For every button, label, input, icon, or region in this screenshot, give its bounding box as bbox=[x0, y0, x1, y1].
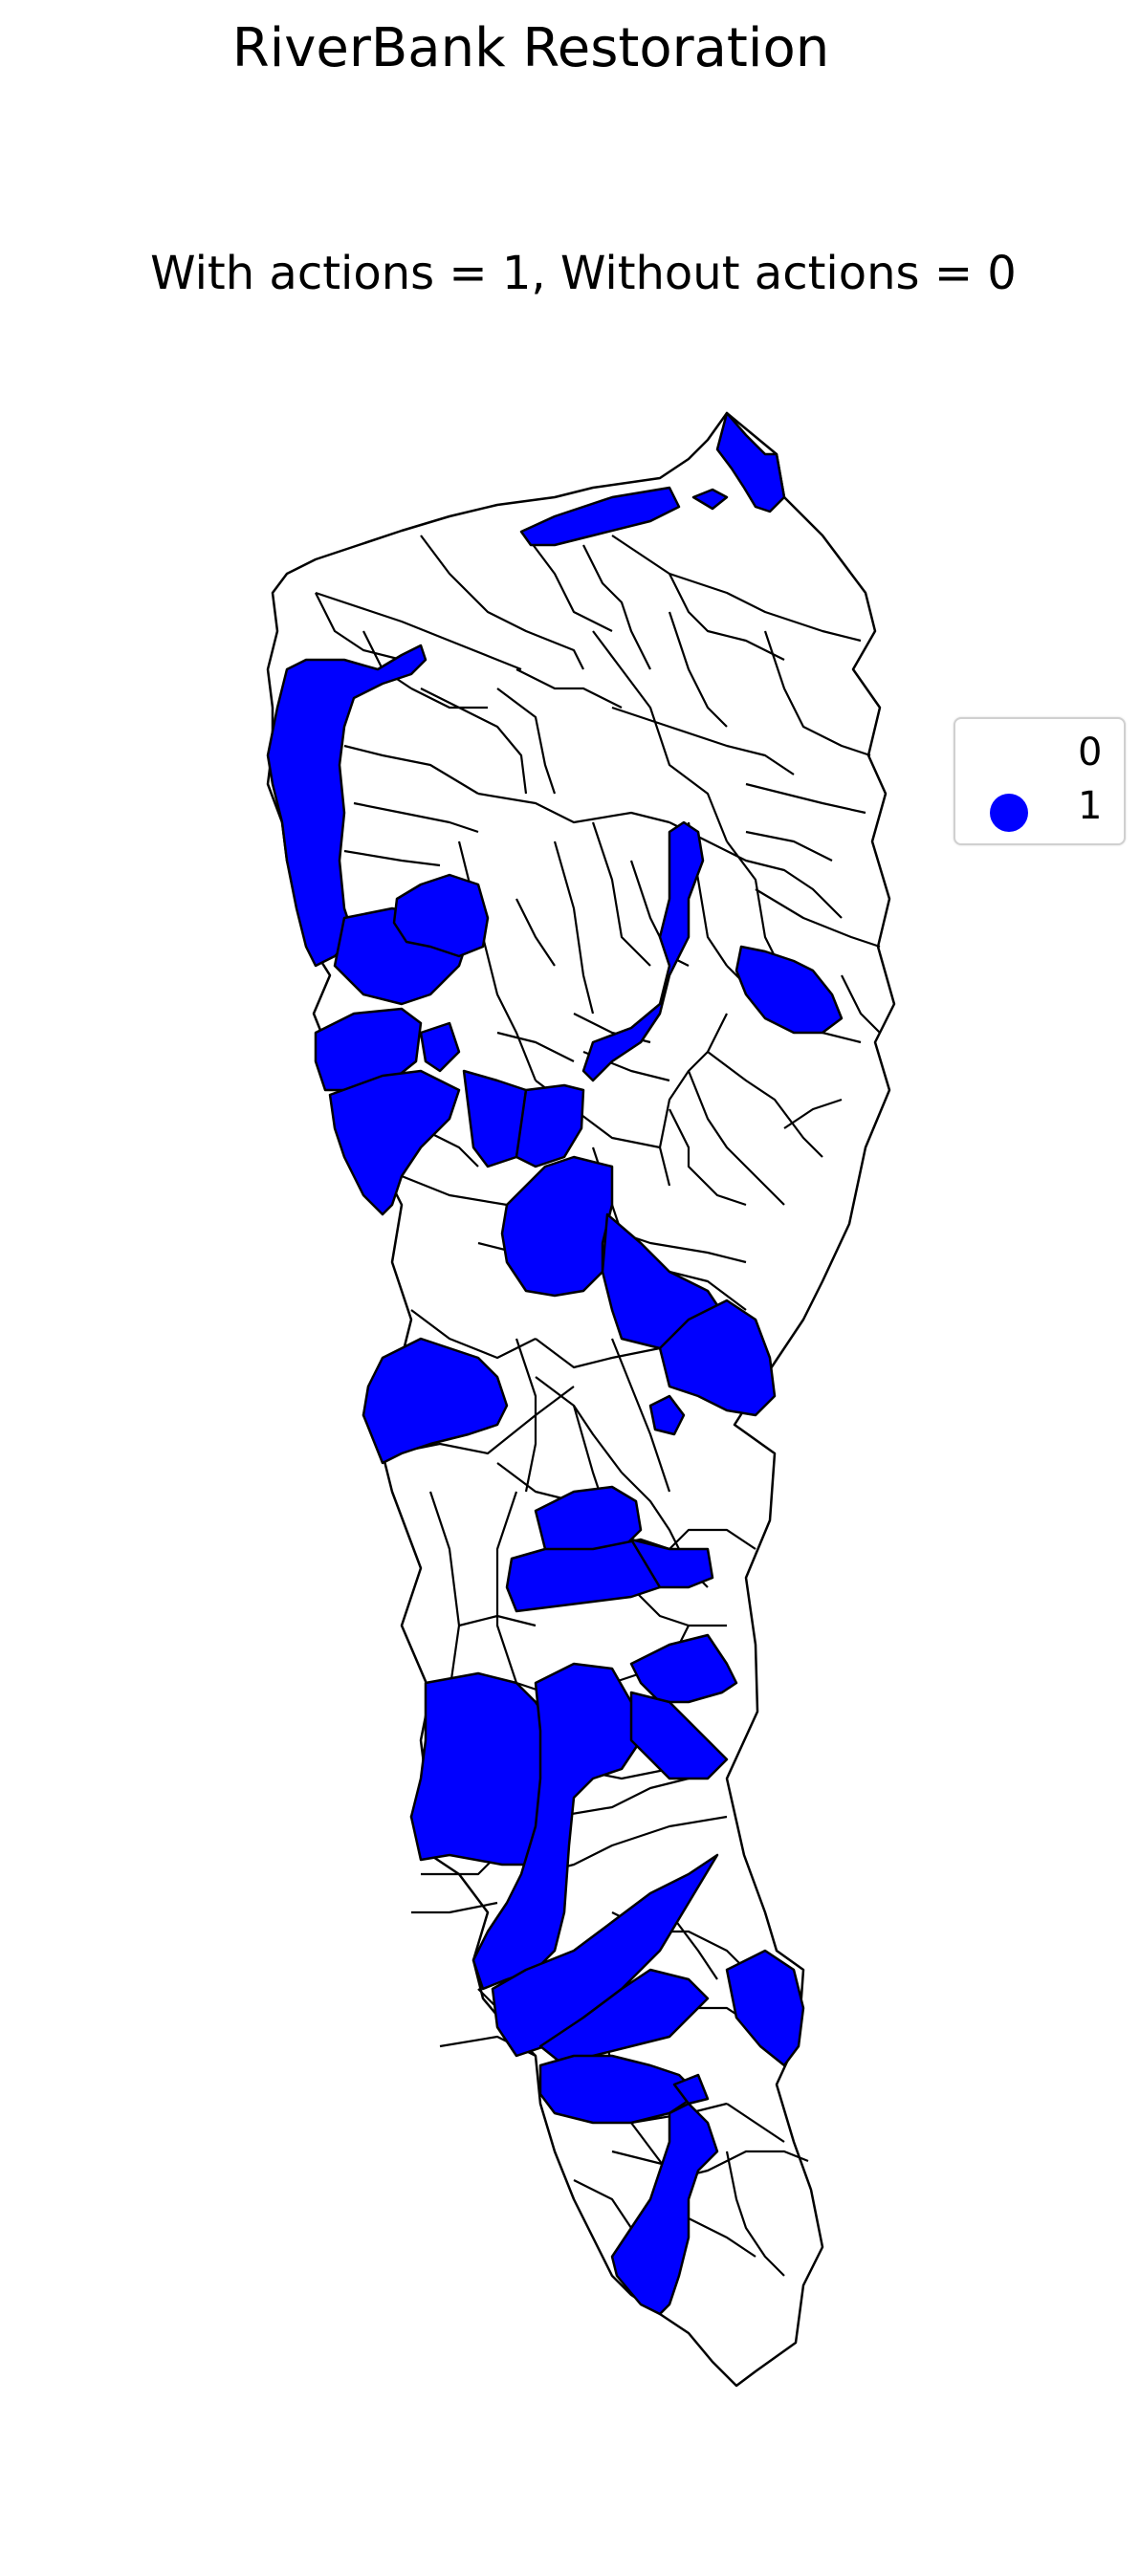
region-east-river-strip bbox=[581, 820, 705, 1082]
legend: 0 1 bbox=[954, 717, 1126, 845]
region-north-tip bbox=[715, 411, 786, 513]
region-central-south2 bbox=[505, 1538, 671, 1613]
region-south-east1 bbox=[629, 1691, 729, 1780]
region-north-small bbox=[691, 488, 729, 511]
region-south-east2 bbox=[725, 1949, 805, 2067]
region-central-round bbox=[392, 873, 490, 958]
region-south-tip bbox=[610, 2102, 719, 2316]
region-small-bridge bbox=[419, 1021, 461, 1073]
region-west-lower2 bbox=[328, 1069, 461, 1216]
map-subtitle: With actions = 1, Without actions = 0 bbox=[150, 247, 1017, 300]
legend-label-1: 1 bbox=[1078, 784, 1103, 828]
region-west-long bbox=[266, 644, 428, 968]
region-south-tip-small bbox=[672, 2073, 710, 2106]
region-east-south1 bbox=[629, 1633, 738, 1704]
region-mid-pair-b bbox=[515, 1083, 585, 1168]
region-south-long1 bbox=[491, 1853, 719, 2058]
legend-swatch-0 bbox=[990, 740, 1028, 778]
action-areas bbox=[266, 411, 844, 2316]
figure-title: RiverBank Restoration bbox=[231, 17, 830, 79]
region-east-blob bbox=[734, 945, 844, 1035]
legend-item-1: 1 bbox=[955, 780, 1124, 838]
region-west-lower1 bbox=[314, 1007, 423, 1092]
region-small-dot bbox=[648, 1394, 686, 1436]
region-south-basin bbox=[538, 2054, 700, 2125]
region-north-strip bbox=[519, 486, 681, 547]
region-west-cluster bbox=[362, 1337, 509, 1465]
region-central-south3 bbox=[629, 1538, 714, 1589]
legend-label-0: 0 bbox=[1078, 731, 1103, 775]
legend-item-0: 0 bbox=[955, 727, 1124, 784]
region-east-mid bbox=[658, 1299, 777, 1417]
legend-swatch-1 bbox=[990, 794, 1028, 832]
